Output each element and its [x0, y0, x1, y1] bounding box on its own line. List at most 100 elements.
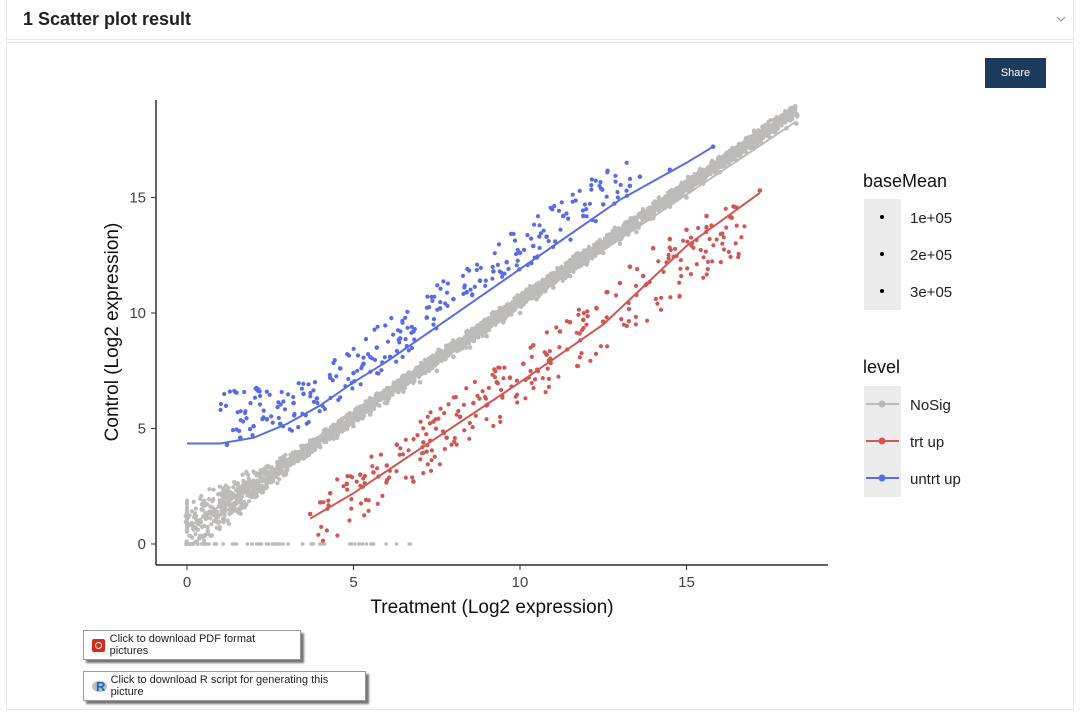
nosig-point	[623, 225, 628, 230]
trt-up-point	[324, 528, 329, 533]
nosig-point	[634, 229, 639, 235]
trt-up-point	[696, 225, 701, 231]
nosig-point	[558, 267, 563, 272]
untrt-up-point	[538, 231, 543, 236]
nosig-point	[562, 268, 567, 274]
trt-up-point	[438, 406, 443, 411]
trt-up-point	[491, 423, 496, 429]
trt-up-point	[453, 395, 458, 400]
chevron-down-icon[interactable]	[1055, 13, 1067, 25]
nosig-point	[221, 542, 225, 546]
untrt-up-point	[270, 420, 275, 425]
untrt-up-point	[301, 391, 306, 397]
nosig-point	[756, 128, 761, 133]
trt-up-point	[400, 452, 405, 457]
nosig-point	[597, 246, 602, 252]
legend-level: level NoSig trt up untrt up	[863, 357, 961, 497]
untrt-up-point	[312, 380, 318, 385]
nosig-point	[437, 348, 442, 353]
nosig-point	[528, 292, 533, 297]
download-r-script-button[interactable]: R Click to download R script for generat…	[83, 671, 366, 701]
trt-up-point	[626, 319, 632, 324]
trt-up-point	[341, 484, 346, 489]
nosig-point	[555, 265, 560, 271]
nosig-point	[763, 127, 769, 132]
nosig-point	[497, 305, 502, 310]
nosig-point	[750, 146, 756, 152]
untrt-up-point	[277, 421, 283, 427]
untrt-up-point	[601, 202, 606, 207]
untrt-up-point	[394, 348, 399, 354]
untrt-up-point	[328, 395, 333, 401]
trt-up-point	[425, 414, 430, 419]
untrt-up-point	[383, 323, 388, 328]
trt-up-point	[544, 330, 550, 335]
untrt-up-point	[409, 345, 415, 351]
trt-up-point	[485, 402, 490, 407]
trt-up-point	[480, 389, 485, 394]
nosig-point	[724, 151, 729, 156]
download-pdf-button[interactable]: Click to download PDF format pictures	[83, 630, 301, 660]
nosig-point	[281, 542, 285, 546]
untrt-up-point	[593, 219, 598, 224]
legend-size-dot	[880, 289, 884, 293]
trt-up-point	[515, 400, 520, 405]
trt-up-point	[492, 367, 497, 372]
untrt-up-point	[351, 370, 356, 376]
nosig-point	[227, 492, 232, 497]
panel-title: 1 Scatter plot result	[23, 9, 192, 29]
trt-up-point	[598, 344, 604, 349]
nosig-point	[537, 282, 543, 287]
nosig-point	[322, 542, 327, 546]
nosig-point	[617, 241, 623, 246]
trt-up-point	[736, 255, 741, 260]
trt-up-point	[387, 475, 392, 480]
trt-up-point	[371, 470, 376, 475]
untrt-up-point	[361, 355, 366, 360]
trt-up-point	[578, 338, 583, 343]
nosig-point	[669, 188, 674, 193]
nosig-point	[501, 319, 506, 325]
nosig-point	[585, 254, 590, 259]
nosig-point	[597, 237, 603, 242]
nosig-point	[768, 123, 773, 128]
nosig-point	[617, 230, 623, 235]
nosig-point	[689, 181, 694, 186]
nosig-point	[205, 515, 210, 521]
trt-up-point	[502, 365, 507, 370]
nosig-point	[435, 351, 440, 357]
nosig-point	[548, 275, 553, 280]
nosig-point	[793, 105, 798, 111]
nosig-point	[185, 507, 189, 512]
share-button[interactable]: Share	[985, 58, 1046, 88]
untrt-up-point	[535, 214, 541, 219]
untrt-up-point	[376, 371, 381, 376]
trt-up-point	[677, 293, 682, 298]
nosig-point	[202, 523, 207, 529]
nosig-point	[660, 202, 665, 207]
nosig-point	[401, 374, 406, 379]
nosig-point	[343, 424, 348, 429]
nosig-point	[269, 479, 274, 484]
nosig-point	[369, 542, 374, 546]
nosig-point	[264, 483, 269, 488]
nosig-point	[466, 330, 471, 335]
untrt-up-point	[227, 389, 232, 394]
trt-up-point	[526, 375, 532, 380]
untrt-up-point	[253, 386, 258, 391]
untrt-up-point	[400, 354, 405, 359]
untrt-up-point	[258, 393, 263, 399]
nosig-point	[759, 134, 764, 139]
trt-up-point	[701, 255, 706, 260]
trt-up-point	[742, 224, 747, 229]
fit-line-nosig	[186, 120, 797, 529]
panel-header[interactable]: 1 Scatter plot result	[6, 0, 1074, 40]
trt-up-point	[470, 425, 475, 430]
untrt-up-point	[468, 287, 473, 292]
untrt-up-point	[315, 400, 320, 406]
nosig-point	[794, 111, 799, 116]
untrt-up-point	[584, 207, 589, 212]
trt-up-point	[514, 378, 520, 383]
nosig-point	[708, 172, 713, 177]
nosig-point	[283, 452, 288, 457]
